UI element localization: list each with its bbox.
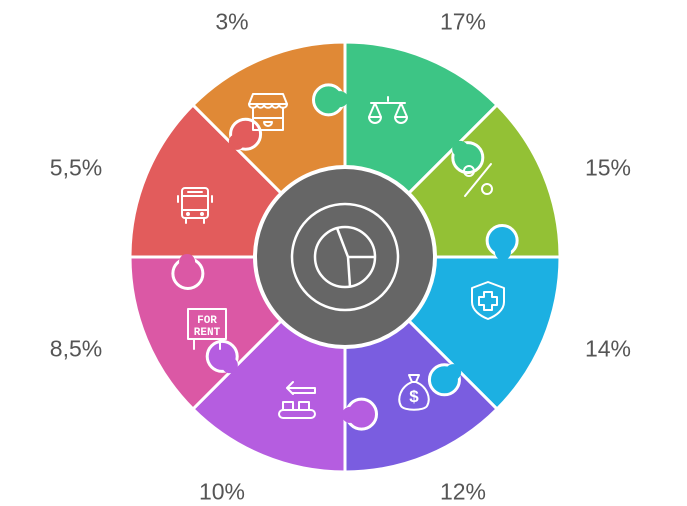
rent-sign-text: FOR bbox=[197, 315, 217, 327]
puzzle-knob-fill bbox=[233, 121, 259, 147]
label-segment-4: 12% bbox=[439, 478, 487, 505]
label-segment-2: 15% bbox=[584, 154, 632, 181]
market-stall-icon bbox=[248, 93, 288, 131]
puzzle-knob-fill bbox=[489, 227, 515, 253]
puzzle-knob-fill bbox=[209, 343, 235, 369]
center-ring bbox=[290, 202, 400, 312]
pie-chart-icon bbox=[313, 225, 377, 289]
conveyor-icon bbox=[278, 381, 316, 419]
label-segment-1: 17% bbox=[439, 8, 487, 35]
svg-text:$: $ bbox=[409, 387, 419, 406]
percent-icon bbox=[463, 163, 493, 197]
label-segment-8: 3% bbox=[215, 8, 249, 35]
label-segment-6: 8,5% bbox=[49, 335, 103, 362]
bus-icon bbox=[177, 187, 213, 224]
money-bag-icon: $ bbox=[398, 374, 430, 411]
puzzle-knob-fill bbox=[431, 367, 457, 393]
label-segment-7: 5,5% bbox=[49, 154, 103, 181]
puzzle-knob-fill bbox=[175, 261, 201, 287]
health-shield-icon bbox=[471, 281, 505, 320]
label-segment-5: 10% bbox=[198, 478, 246, 505]
center-hub bbox=[253, 165, 437, 349]
label-segment-3: 14% bbox=[584, 335, 632, 362]
puzzle-knob-fill bbox=[349, 401, 375, 427]
puzzle-knob-fill bbox=[455, 145, 481, 171]
scales-icon bbox=[368, 96, 408, 124]
rent-sign-text: RENT bbox=[194, 327, 221, 339]
puzzle-knob-fill bbox=[315, 87, 341, 113]
